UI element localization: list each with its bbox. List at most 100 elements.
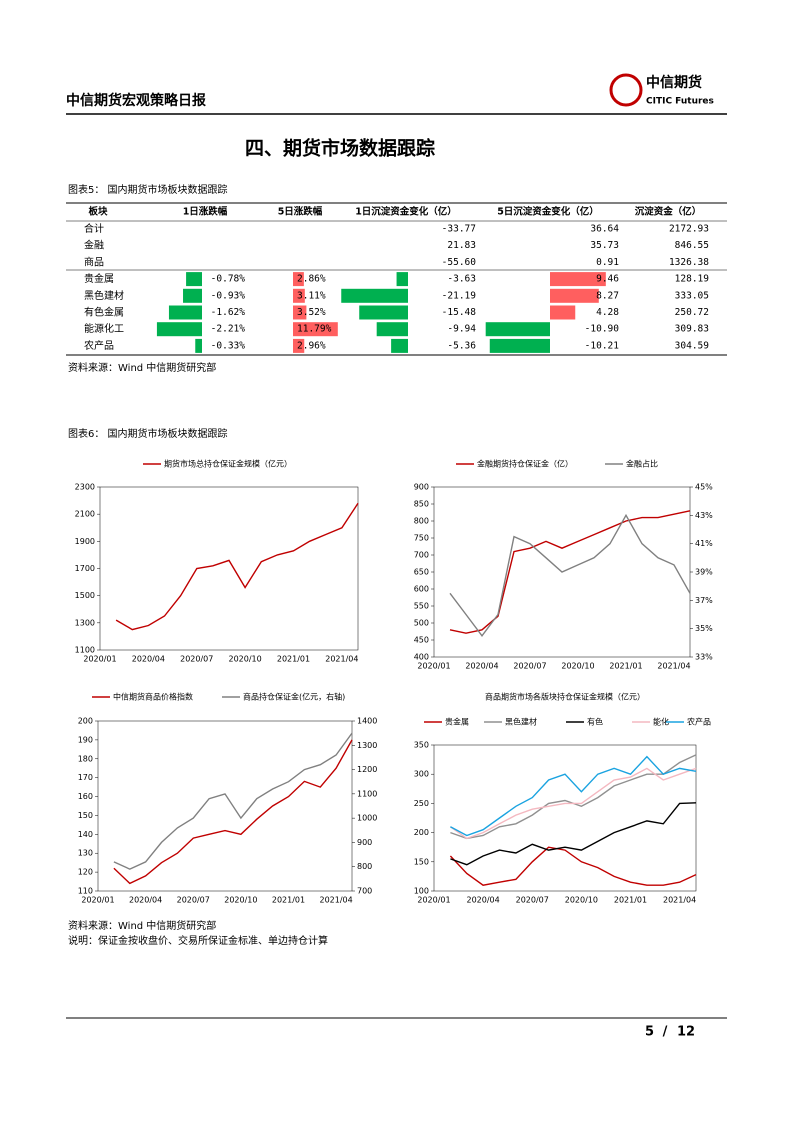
figure-title: 图表5： 国内期货市场板块数据跟踪 — [68, 183, 228, 196]
cell: 11.79% — [297, 324, 332, 335]
x-tick-label: 2020/01 — [417, 662, 450, 671]
y-tick-label: 140 — [78, 830, 93, 839]
note: 说明：保证金按收盘价、交易所保证金标准、单边持仓计算 — [68, 934, 328, 947]
logo-icon — [609, 73, 643, 107]
x-tick-label: 2020/07 — [513, 662, 546, 671]
x-tick-label: 2020/10 — [224, 896, 257, 905]
plot-frame — [99, 486, 359, 651]
y-tick-label: 1300 — [75, 618, 95, 627]
cell: 35.73 — [590, 240, 619, 251]
bar — [391, 338, 408, 353]
cell: -0.33% — [211, 340, 246, 351]
cell: -10.90 — [585, 324, 620, 335]
bar — [341, 288, 408, 303]
x-tick-label: 2021/01 — [272, 896, 305, 905]
cell: -0.78% — [211, 274, 246, 285]
cell: 309.83 — [675, 324, 709, 335]
bar — [396, 272, 408, 287]
y-tick-label: 200 — [414, 828, 429, 837]
y-tick-label: 150 — [78, 811, 93, 820]
cell: -15.48 — [442, 307, 477, 318]
cell: 846.55 — [675, 240, 709, 251]
line — [449, 846, 697, 886]
y-tick-label: 190 — [78, 735, 93, 744]
column-header: 5日沉淀资金变化（亿） — [497, 206, 599, 218]
line — [450, 802, 697, 866]
line — [115, 502, 359, 631]
y-tick-label: 1700 — [75, 564, 95, 573]
row-label: 贵金属 — [84, 272, 114, 285]
y-tick-label: 1900 — [75, 537, 95, 546]
bar — [156, 322, 202, 337]
x-tick-label: 2021/01 — [277, 655, 310, 664]
cell: 8.27 — [596, 290, 619, 301]
x-tick-label: 2020/04 — [465, 662, 498, 671]
x-tick-label: 2020/07 — [177, 896, 210, 905]
y-tick-label: 43% — [695, 511, 713, 520]
cell: 36.64 — [590, 224, 619, 235]
y-tick-label: 2300 — [75, 483, 95, 492]
legend-label: 能化 — [653, 717, 669, 727]
x-tick-label: 2020/10 — [229, 655, 262, 664]
bar — [186, 272, 202, 287]
legend-label: 黑色建材 — [505, 717, 537, 727]
y-tick-label: 1100 — [75, 646, 95, 655]
logo-en: CITIC Futures — [646, 97, 714, 107]
logo-cn: 中信期货 — [646, 74, 702, 91]
cell: 3.52% — [297, 307, 326, 318]
cell: 1326.38 — [669, 257, 709, 268]
x-tick-label: 2021/04 — [325, 655, 358, 664]
page-number: 5 — [645, 1025, 654, 1040]
cell: 2.86% — [297, 274, 326, 285]
y-tick-label: 37% — [695, 596, 713, 605]
y-tick-label: 650 — [414, 568, 429, 577]
line — [449, 513, 691, 637]
column-header: 1日沉淀资金变化（亿） — [355, 206, 457, 218]
bar — [195, 338, 202, 353]
y-tick-label: 100 — [414, 887, 429, 896]
cell: -3.63 — [447, 274, 476, 285]
bar — [168, 305, 202, 320]
y-tick-label: 800 — [414, 517, 429, 526]
row-label: 有色金属 — [84, 306, 124, 319]
legend-label: 中信期货商品价格指数 — [113, 692, 193, 702]
x-tick-label: 2020/01 — [81, 896, 114, 905]
row-label: 能源化工 — [84, 322, 124, 335]
y-tick-label: 1500 — [75, 591, 95, 600]
x-tick-label: 2021/04 — [320, 896, 353, 905]
cell: 9.46 — [596, 274, 619, 285]
y-tick-label: 400 — [414, 653, 429, 662]
plot-frame — [97, 720, 353, 892]
x-tick-label: 2021/01 — [614, 896, 647, 905]
header-title: 中信期货宏观策略日报 — [66, 92, 206, 109]
x-tick-label: 2021/04 — [657, 662, 690, 671]
legend-label: 期货市场总持仓保证金规模（亿元） — [164, 459, 292, 469]
line — [450, 754, 697, 840]
line — [113, 739, 353, 885]
page-sep: / — [663, 1025, 668, 1040]
y-tick-label: 600 — [414, 585, 429, 594]
y-tick-label: 700 — [414, 551, 429, 560]
cell: 4.28 — [596, 307, 619, 318]
y-tick-label: 1300 — [357, 741, 377, 750]
y-tick-label: 500 — [414, 619, 429, 628]
line — [450, 755, 697, 837]
x-tick-label: 2020/07 — [180, 655, 213, 664]
figure-title: 图表6： 国内期货市场板块数据跟踪 — [68, 427, 228, 440]
cell: -21.19 — [442, 290, 477, 301]
x-tick-label: 2020/04 — [132, 655, 165, 664]
cell: -55.60 — [442, 257, 477, 268]
y-tick-label: 2100 — [75, 510, 95, 519]
chart-title: 商品期货市场各版块持仓保证金规模（亿元） — [485, 692, 645, 702]
row-label: 黑色建材 — [84, 289, 124, 302]
plot-frame — [433, 744, 697, 892]
cell: 128.19 — [675, 274, 710, 285]
line — [113, 732, 353, 870]
bar — [550, 305, 576, 320]
y-tick-label: 750 — [414, 534, 429, 543]
legend-label: 有色 — [587, 717, 603, 727]
cell: -0.93% — [211, 290, 246, 301]
bar — [183, 288, 202, 303]
y-tick-label: 41% — [695, 539, 713, 548]
